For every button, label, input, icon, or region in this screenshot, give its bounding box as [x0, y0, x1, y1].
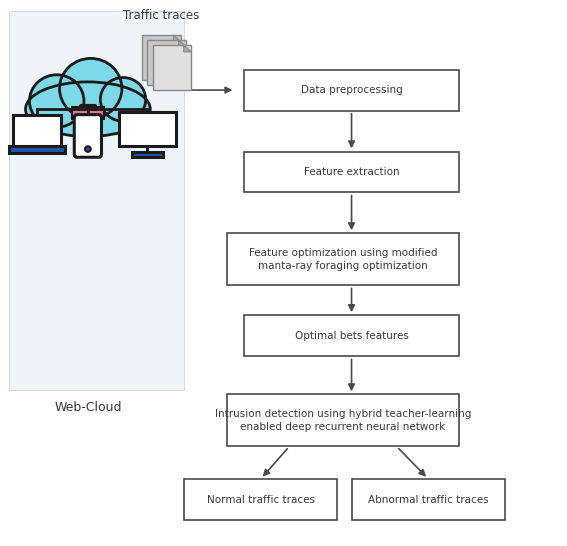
FancyBboxPatch shape [227, 234, 459, 285]
FancyBboxPatch shape [13, 115, 61, 147]
Circle shape [60, 58, 122, 118]
Circle shape [85, 146, 91, 152]
Text: Traffic traces: Traffic traces [124, 9, 200, 22]
Polygon shape [179, 40, 186, 47]
Text: Intrusion detection using hybrid teacher-learning
enabled deep recurrent neural : Intrusion detection using hybrid teacher… [215, 409, 471, 432]
Text: Feature optimization using modified
manta-ray foraging optimization: Feature optimization using modified mant… [249, 248, 437, 271]
Ellipse shape [26, 82, 150, 136]
Text: Abnormal traffic traces: Abnormal traffic traces [368, 495, 488, 505]
FancyBboxPatch shape [72, 107, 104, 119]
FancyBboxPatch shape [352, 479, 505, 520]
FancyBboxPatch shape [184, 479, 337, 520]
Circle shape [29, 75, 84, 127]
Polygon shape [184, 45, 191, 52]
Polygon shape [174, 35, 181, 42]
Circle shape [100, 78, 146, 121]
Text: Feature extraction: Feature extraction [304, 167, 399, 177]
FancyBboxPatch shape [244, 151, 459, 192]
FancyBboxPatch shape [153, 45, 191, 90]
FancyBboxPatch shape [119, 112, 176, 146]
FancyBboxPatch shape [9, 11, 184, 390]
FancyBboxPatch shape [244, 70, 459, 110]
Text: Normal traffic traces: Normal traffic traces [207, 495, 315, 505]
FancyBboxPatch shape [142, 35, 181, 80]
Text: Data preprocessing: Data preprocessing [301, 85, 403, 95]
Text: Web-Cloud: Web-Cloud [54, 401, 122, 414]
FancyBboxPatch shape [147, 40, 186, 85]
FancyBboxPatch shape [132, 152, 163, 157]
FancyBboxPatch shape [9, 146, 65, 153]
FancyBboxPatch shape [227, 394, 459, 447]
Text: Optimal bets features: Optimal bets features [295, 331, 408, 341]
FancyBboxPatch shape [244, 315, 459, 356]
FancyBboxPatch shape [74, 115, 101, 157]
